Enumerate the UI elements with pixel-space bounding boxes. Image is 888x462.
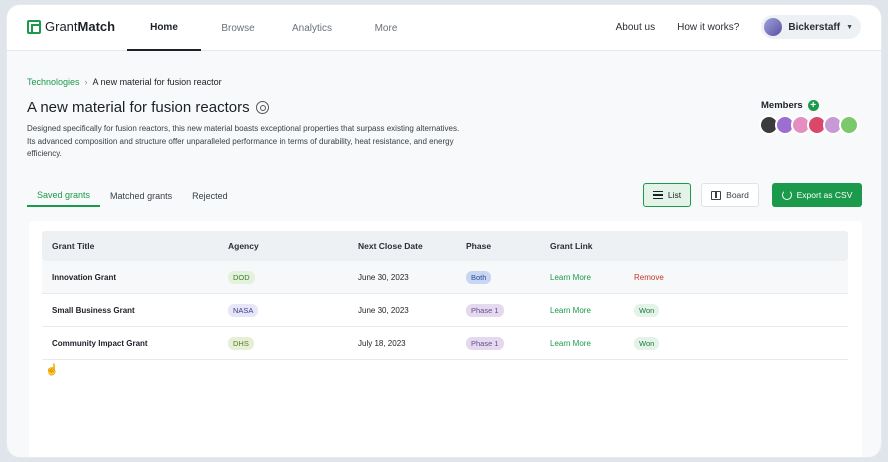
list-view-button[interactable]: List <box>643 183 691 207</box>
nav-home[interactable]: Home <box>127 5 201 51</box>
header-right: About us How it works? Bickerstaff ▼ <box>616 15 861 39</box>
main-nav: Home Browse Analytics More <box>127 5 423 51</box>
list-icon <box>652 191 663 199</box>
member-avatars <box>759 115 859 135</box>
member-avatar[interactable] <box>839 115 859 135</box>
board-view-label: Board <box>726 190 749 200</box>
column-header-grant-link[interactable]: Grant Link <box>550 241 593 251</box>
breadcrumb: Technologies › A new material for fusion… <box>27 77 222 87</box>
learn-more-link[interactable]: Learn More <box>550 339 591 348</box>
tab-rejected[interactable]: Rejected <box>192 191 228 201</box>
logo-text-grant: Grant <box>45 19 78 34</box>
export-csv-label: Export as CSV <box>796 190 853 200</box>
hand-cursor-icon: ☝ <box>45 364 59 376</box>
close-date: July 18, 2023 <box>358 339 406 348</box>
won-badge: Won <box>634 304 660 317</box>
learn-more-link[interactable]: Learn More <box>550 273 591 282</box>
agency-badge: DHS <box>228 337 254 350</box>
page-title-row: A new material for fusion reactors <box>27 99 269 116</box>
remove-button[interactable]: Remove <box>634 273 664 282</box>
add-member-icon[interactable]: + <box>807 100 819 111</box>
nav-analytics[interactable]: Analytics <box>291 22 332 34</box>
list-view-label: List <box>667 190 682 200</box>
close-date: June 30, 2023 <box>358 273 409 282</box>
agency-badge: NASA <box>228 304 259 317</box>
user-name: Bickerstaff <box>788 21 841 33</box>
page-title: A new material for fusion reactors <box>27 99 250 116</box>
column-header-phase[interactable]: Phase <box>466 241 492 251</box>
app-window: Grant Match Home Browse Analytics More A… <box>6 4 882 458</box>
column-header-grant-title[interactable]: Grant Title <box>52 241 95 251</box>
close-date: June 30, 2023 <box>358 306 409 315</box>
board-view-button[interactable]: Board <box>701 183 759 207</box>
phase-badge: Phase 1 <box>466 304 504 317</box>
chevron-down-icon: ▼ <box>846 23 853 31</box>
table-row[interactable]: Innovation Grant DOD June 30, 2023 Both … <box>42 261 848 294</box>
grants-table-panel: Grant Title Agency Next Close Date Phase… <box>29 221 862 457</box>
tab-saved-grants[interactable]: Saved grants <box>27 185 101 207</box>
phase-badge: Both <box>466 271 492 284</box>
how-it-works-link[interactable]: How it works? <box>677 21 740 33</box>
won-badge: Won <box>634 337 660 350</box>
board-icon <box>711 190 722 200</box>
top-navigation-bar: Grant Match Home Browse Analytics More A… <box>7 5 881 51</box>
user-menu[interactable]: Bickerstaff ▼ <box>761 15 861 39</box>
breadcrumb-current: A new material for fusion reactor <box>92 77 222 87</box>
breadcrumb-technologies[interactable]: Technologies <box>27 77 80 87</box>
user-avatar <box>764 18 783 36</box>
column-header-agency[interactable]: Agency <box>228 241 259 251</box>
grant-title: Small Business Grant <box>52 306 135 315</box>
phase-badge: Phase 1 <box>466 337 504 350</box>
members-label: Members <box>761 100 803 111</box>
page-description: Designed specifically for fusion reactor… <box>27 124 460 158</box>
tab-matched-grants[interactable]: Matched grants <box>110 191 173 201</box>
logo[interactable]: Grant Match <box>27 19 115 34</box>
table-row[interactable]: Small Business Grant NASA June 30, 2023 … <box>42 294 848 327</box>
grant-title: Community Impact Grant <box>52 339 148 348</box>
agency-badge: DOD <box>228 271 255 284</box>
nav-more[interactable]: More <box>374 22 398 34</box>
nav-browse[interactable]: Browse <box>221 22 255 34</box>
export-icon <box>781 190 792 200</box>
members-header: Members + <box>761 100 819 111</box>
gear-icon[interactable] <box>255 101 269 114</box>
table-row[interactable]: Community Impact Grant DHS July 18, 2023… <box>42 327 848 360</box>
logo-icon <box>27 19 41 34</box>
grant-tabs: Saved grants Matched grants Rejected <box>27 185 238 207</box>
learn-more-link[interactable]: Learn More <box>550 306 591 315</box>
grant-title: Innovation Grant <box>52 273 116 282</box>
about-us-link[interactable]: About us <box>615 21 656 33</box>
column-header-next-close-date[interactable]: Next Close Date <box>358 241 423 251</box>
chevron-right-icon: › <box>84 77 88 87</box>
table-header: Grant Title Agency Next Close Date Phase… <box>42 231 848 261</box>
logo-text-match: Match <box>77 19 116 34</box>
export-csv-button[interactable]: Export as CSV <box>772 183 862 207</box>
